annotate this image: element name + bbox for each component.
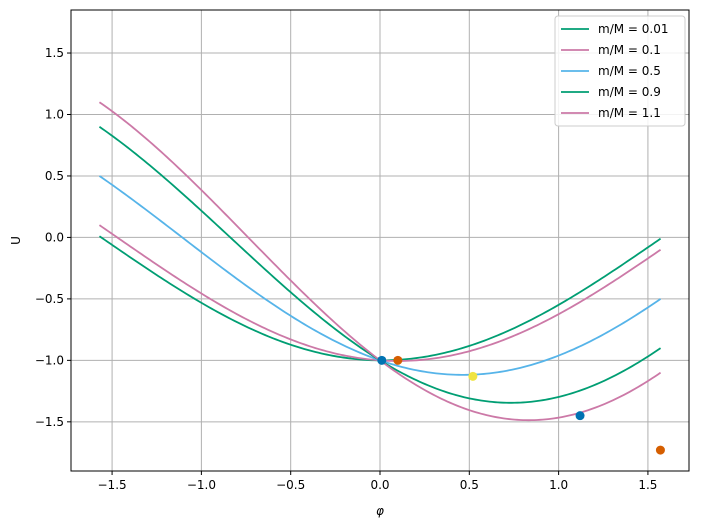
x-tick-label: 0.0 xyxy=(370,478,389,492)
x-tick-label: 1.0 xyxy=(549,478,568,492)
x-tick-label: −0.5 xyxy=(276,478,305,492)
x-tick-label: −1.5 xyxy=(98,478,127,492)
legend: m/M = 0.01 m/M = 0.1 m/M = 0.5 m/M = 0.9 m/M… xyxy=(554,15,686,127)
minimum-point-4 xyxy=(655,445,665,455)
y-tick-label: 1.0 xyxy=(45,107,64,121)
y-tick-label: 1.5 xyxy=(45,46,64,60)
x-axis-ticks: −1.5 −1.0 −0.5 0.0 0.5 1.0 1.5 xyxy=(98,471,657,492)
legend-entry: m/M = 0.1 xyxy=(598,43,661,57)
minimum-point-0 xyxy=(377,355,387,365)
y-tick-label: −1.5 xyxy=(35,415,64,429)
legend-entry: m/M = 0.01 xyxy=(598,22,669,36)
legend-entry: m/M = 1.1 xyxy=(598,106,661,120)
y-tick-label: −1.0 xyxy=(35,353,64,367)
x-axis-label: φ xyxy=(376,504,384,518)
y-tick-label: −0.5 xyxy=(35,292,64,306)
y-tick-label: 0.0 xyxy=(45,230,64,244)
minima-points xyxy=(377,355,665,455)
y-axis-label: U xyxy=(9,236,23,245)
y-axis-ticks: −1.5 −1.0 −0.5 0.0 0.5 1.0 1.5 xyxy=(35,46,71,429)
x-tick-label: 0.5 xyxy=(460,478,479,492)
y-tick-label: 0.5 xyxy=(45,169,64,183)
x-tick-label: −1.0 xyxy=(187,478,216,492)
x-tick-label: 1.5 xyxy=(638,478,657,492)
minimum-point-1 xyxy=(393,355,403,365)
legend-entry: m/M = 0.9 xyxy=(598,85,661,99)
minimum-point-2 xyxy=(468,371,478,381)
minimum-point-3 xyxy=(575,411,585,421)
legend-entry: m/M = 0.5 xyxy=(598,64,661,78)
legend-box xyxy=(554,15,686,127)
